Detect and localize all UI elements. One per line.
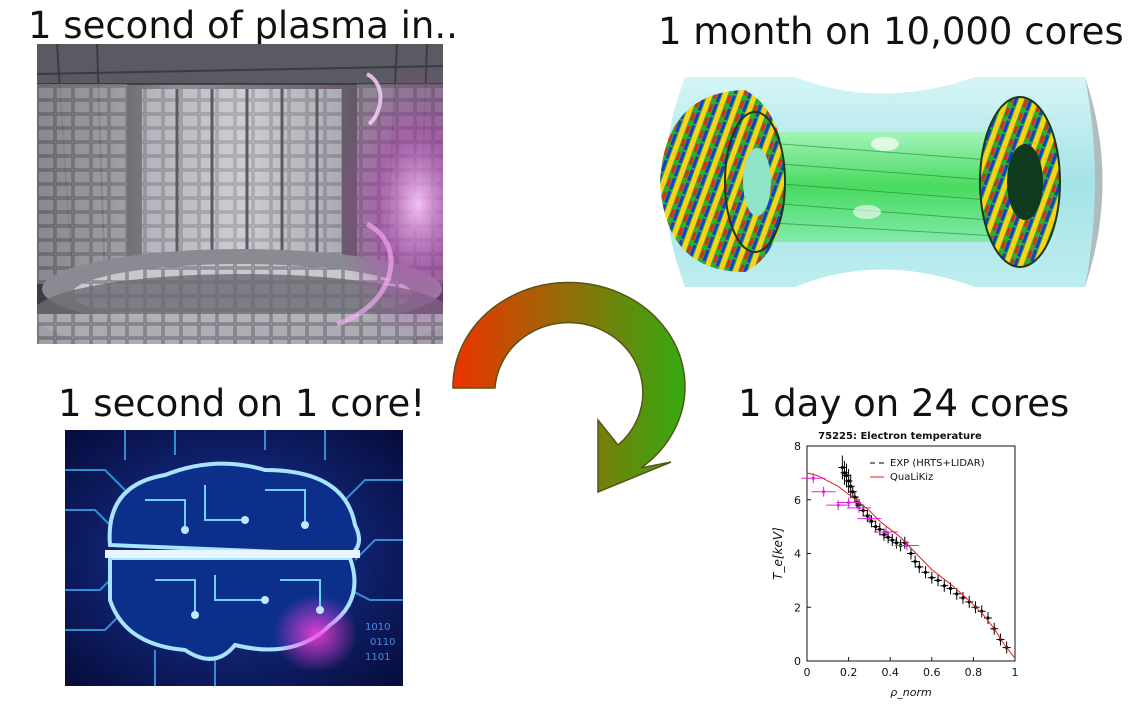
legend-label: EXP (HRTS+LIDAR) [890, 458, 985, 469]
x-tick-label: 0.4 [881, 666, 899, 679]
x-axis-label: ρ_norm [890, 686, 931, 699]
x-axis: 0 0.2 0.4 0.6 0.8 1 [804, 657, 1019, 679]
data-point [846, 474, 855, 499]
data-point [836, 497, 861, 508]
data-point [894, 540, 919, 551]
x-tick-label: 0.2 [840, 666, 858, 679]
data-point [892, 536, 901, 549]
y-tick-label: 4 [794, 548, 801, 561]
axis-labels: ρ_norm T_e[keV] [771, 527, 932, 699]
data-point [826, 500, 851, 511]
x-tick-label: 0.6 [923, 666, 941, 679]
y-tick-label: 6 [794, 494, 801, 507]
data-point [811, 486, 836, 497]
legend: EXP (HRTS+LIDAR) QuaLiKiz [870, 458, 985, 483]
data-point [875, 523, 884, 536]
caption-plasma: 1 second of plasma in.. [28, 4, 458, 47]
y-tick-label: 2 [794, 601, 801, 614]
data-point [911, 555, 920, 568]
data-point [847, 502, 871, 513]
y-axis-label: T_e[keV] [771, 527, 785, 580]
series-layer [801, 455, 1016, 659]
data-point [842, 463, 851, 488]
data-point [867, 515, 876, 528]
data-point [934, 574, 943, 587]
data-point [863, 509, 872, 522]
x-tick-label: 1 [1012, 666, 1019, 679]
caption-day-cores: 1 day on 24 cores [738, 382, 1070, 425]
series-line-qualikiz [806, 472, 1016, 659]
data-point [907, 547, 915, 560]
data-point [871, 520, 880, 533]
svg-text:0110: 0110 [370, 637, 395, 648]
cycle-arrow-icon [448, 270, 698, 500]
y-tick-label: 0 [794, 655, 801, 668]
x-tick-label: 0.8 [965, 666, 983, 679]
caption-month-cores: 1 month on 10,000 cores [658, 10, 1124, 53]
data-point [915, 560, 924, 573]
circuit-brain-icon: 1010 0110 1101 [65, 430, 403, 686]
svg-text:1101: 1101 [365, 652, 390, 663]
data-point [965, 595, 974, 608]
y-axis: 0 2 4 6 8 [794, 440, 811, 668]
data-point [996, 633, 1005, 646]
data-point [844, 468, 853, 493]
data-point [840, 460, 849, 485]
turbulence-torus-simulation-icon [645, 62, 1120, 300]
data-point [848, 485, 857, 498]
tokamak-interior-photo-icon [32, 43, 452, 354]
data-point [940, 579, 949, 592]
data-point [921, 566, 930, 579]
data-point [884, 531, 893, 544]
svg-text:1010: 1010 [365, 622, 390, 633]
data-point [879, 528, 888, 541]
data-point [983, 612, 992, 624]
data-point [838, 455, 847, 480]
data-point [959, 591, 967, 604]
y-tick-label: 8 [794, 440, 801, 453]
data-point [888, 534, 897, 547]
data-point [859, 504, 868, 517]
data-point [927, 571, 936, 584]
electron-temperature-plot: 75225: Electron temperature 0 2 4 6 8 0 0.2 0.… [760, 426, 1060, 702]
x-tick-label: 0 [804, 666, 811, 679]
legend-label: QuaLiKiz [890, 472, 933, 483]
caption-one-core: 1 second on 1 core! [58, 382, 426, 425]
chart-title: 75225: Electron temperature [818, 431, 982, 442]
